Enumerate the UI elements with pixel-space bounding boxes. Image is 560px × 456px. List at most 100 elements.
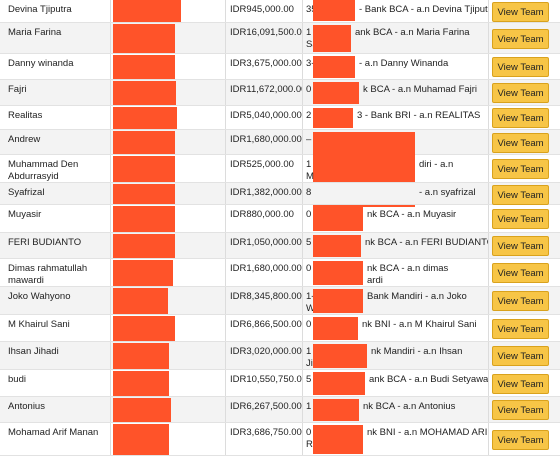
- bank-cell: 5 nk BCA - a.n FERI BUDIANTO: [302, 233, 488, 258]
- bank-cell: 1 Sa ank BCA - a.n Maria Farina: [302, 23, 488, 53]
- redaction: [113, 371, 169, 396]
- view-team-button[interactable]: View Team: [492, 236, 549, 256]
- bank-info: nk BCA - a.n dimas: [367, 263, 449, 274]
- action-cell: [488, 183, 560, 204]
- bank-info: 3 - Bank BRI - a.n REALITAS: [357, 110, 481, 121]
- redaction: [113, 156, 175, 182]
- bank-prefix-line2: Ji: [306, 358, 313, 369]
- name-cell: Muhammad Den Abdurrasyid: [8, 159, 79, 182]
- redaction: [113, 0, 181, 22]
- view-team-button[interactable]: View Team: [492, 185, 549, 205]
- name-cell: M Khairul Sani: [8, 319, 70, 330]
- table-row: Fajri IDR11,672,000.00 0 k BCA - a.n Muhama…: [0, 80, 560, 106]
- amount-cell: IDR525,000.00: [225, 155, 302, 182]
- action-cell: [488, 205, 560, 232]
- redaction: [113, 316, 175, 341]
- bank-info: k BCA - a.n Muhamad Fajri: [363, 84, 478, 95]
- redaction: [313, 261, 363, 285]
- amount-cell: IDR10,550,750.00: [225, 370, 302, 396]
- view-team-button[interactable]: View Team: [492, 28, 549, 49]
- redaction: [313, 399, 359, 421]
- redaction: [313, 235, 361, 257]
- view-team-button[interactable]: View Team: [492, 209, 549, 229]
- view-team-button[interactable]: View Team: [492, 346, 549, 366]
- table-row: Joko Wahyono IDR8,345,800.00 1- W Bank Mandi…: [0, 287, 560, 315]
- bank-info: nk Mandiri - a.n Ihsan: [371, 346, 463, 357]
- name-cell: Mohamad Arif Manan: [8, 427, 99, 438]
- redaction: [113, 184, 175, 204]
- bank-prefix: 0: [306, 263, 312, 274]
- bank-cell: 0 k BCA - a.n Muhamad Fajri: [302, 80, 488, 105]
- bank-prefix: 0: [306, 84, 312, 95]
- bank-info: - a.n syafrizal: [419, 187, 476, 198]
- view-team-button[interactable]: View Team: [492, 159, 549, 179]
- table-row: Andrew IDR1,680,000.00– View Team: [0, 130, 560, 207]
- view-team-button[interactable]: View Team: [492, 1, 549, 22]
- view-team-button[interactable]: View Team: [492, 108, 549, 128]
- redacted-cell: [110, 205, 225, 232]
- view-team-button[interactable]: View Team: [492, 373, 549, 394]
- bank-prefix: 1: [306, 346, 312, 357]
- table-row: Ihsan Jihadi IDR3,020,000.00 1 Ji nk Mandiri…: [0, 342, 560, 370]
- bank-prefix: 35: [306, 4, 317, 15]
- bank-info: ank BCA - a.n Budi Setyawan: [369, 374, 488, 385]
- bank-prefix: 5: [306, 237, 312, 248]
- view-team-button[interactable]: View Team: [492, 83, 549, 103]
- redaction: [313, 108, 353, 128]
- bank-info: ank BCA - a.n Maria Farina: [355, 27, 470, 38]
- name-cell: Dimas rahmatullah mawardi: [8, 263, 88, 286]
- view-team-button[interactable]: View Team: [492, 291, 549, 311]
- bank-prefix: 0: [306, 209, 312, 220]
- amount-cell: IDR1,050,000.00: [225, 233, 302, 258]
- bank-prefix-line2: W: [306, 303, 315, 314]
- redaction: [313, 82, 359, 104]
- table-row: Antonius IDR6,267,500.00 1 nk BCA - a.n Ant…: [0, 397, 560, 423]
- amount-cell: IDR3,675,000.00: [225, 54, 302, 79]
- view-team-button[interactable]: View Team: [492, 57, 549, 77]
- amount-cell: IDR1,680,000.00: [225, 259, 302, 286]
- view-team-button[interactable]: View Team: [492, 400, 549, 420]
- table-row: FERI BUDIANTO IDR1,050,000.00 5 nk BCA - a.…: [0, 233, 560, 259]
- bank-prefix: 0: [306, 319, 312, 330]
- table-row: Maria Farina IDR16,091,500.00 1 Sa ank BCA -…: [0, 23, 560, 54]
- action-cell: [488, 370, 560, 396]
- amount-cell: IDR8,345,800.00: [225, 287, 302, 314]
- bank-info: - a.n Danny Winanda: [359, 58, 449, 69]
- redaction: [313, 56, 355, 78]
- name-cell: Muyasir: [8, 209, 42, 220]
- name-cell: Danny winanda: [8, 58, 74, 69]
- view-team-button[interactable]: View Team: [492, 318, 549, 339]
- action-cell: [488, 155, 560, 182]
- action-cell: [488, 130, 560, 154]
- redacted-cell: [110, 397, 225, 422]
- amount-cell: IDR880,000.00: [225, 205, 302, 232]
- action-cell: [488, 423, 560, 455]
- bank-cell: 35 - Bank BCA - a.n Devina Tjiputra: [302, 0, 488, 22]
- redaction: [313, 289, 363, 313]
- amount-cell: IDR11,672,000.00: [225, 80, 302, 105]
- bank-cell: 2 3 - Bank BRI - a.n REALITAS: [302, 106, 488, 129]
- redaction: [313, 25, 351, 52]
- bank-prefix: 2: [306, 110, 312, 121]
- name-cell: Realitas: [8, 110, 43, 121]
- redaction: [313, 207, 363, 231]
- amount-cell: IDR1,382,000.00: [225, 183, 302, 204]
- redaction: [113, 398, 171, 422]
- bank-cell: 5 ank BCA - a.n Budi Setyawan: [302, 370, 488, 396]
- name-cell: Syafrizal: [8, 187, 45, 198]
- view-team-button[interactable]: View Team: [492, 132, 549, 153]
- redaction: [313, 372, 365, 395]
- view-team-button[interactable]: View Team: [492, 263, 549, 283]
- table-row: Dimas rahmatullah mawardi IDR1,680,000.00…: [0, 259, 560, 287]
- redaction: [113, 234, 175, 258]
- bank-prefix: 8: [306, 187, 312, 198]
- view-team-button[interactable]: View Team: [492, 429, 549, 450]
- bank-prefix: 1: [306, 401, 312, 412]
- amount-cell: IDR3,686,750.00: [225, 423, 302, 455]
- bank-cell: –: [302, 130, 488, 154]
- redacted-cell: [110, 287, 225, 314]
- redacted-cell: [110, 106, 225, 129]
- bank-cell: 8 - a.n syafrizal: [302, 183, 488, 204]
